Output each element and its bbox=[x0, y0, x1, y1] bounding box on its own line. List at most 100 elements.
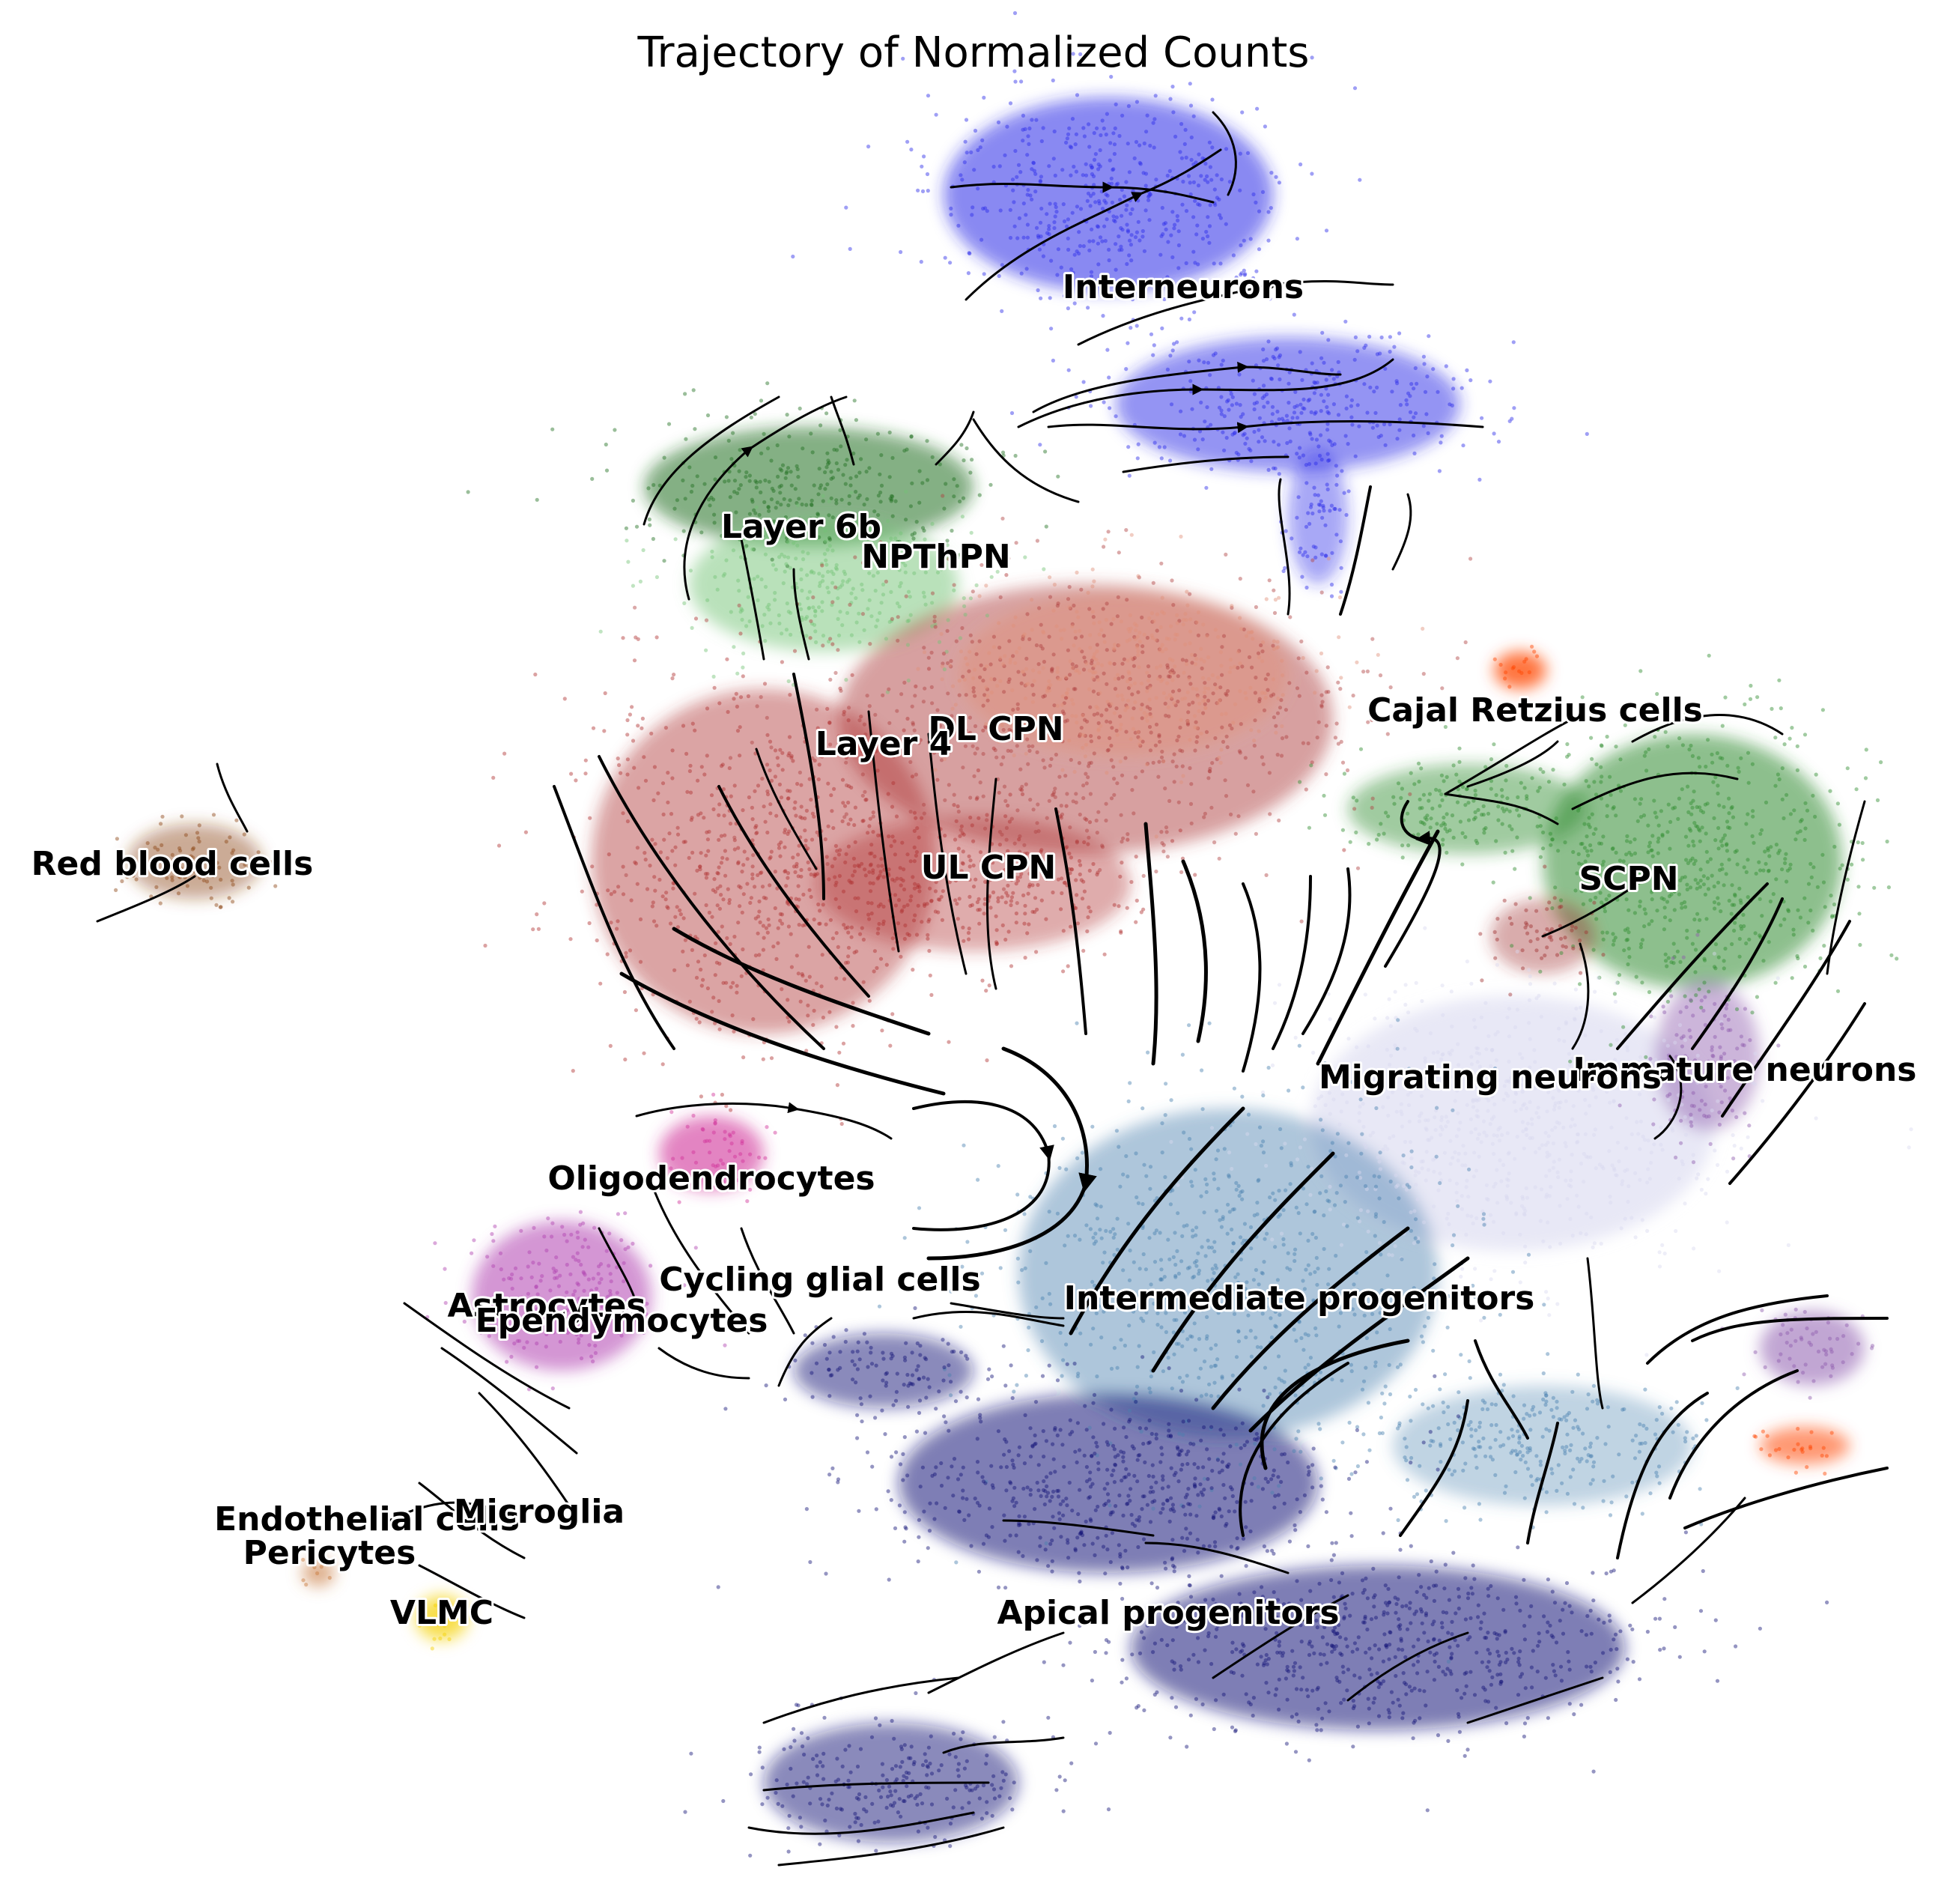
cell-point bbox=[1110, 181, 1114, 186]
cell-point bbox=[1108, 736, 1112, 741]
cell-point bbox=[921, 590, 926, 595]
cell-point bbox=[849, 935, 854, 939]
cell-point bbox=[1137, 143, 1142, 148]
cell-point bbox=[930, 601, 935, 605]
cell-point bbox=[920, 816, 924, 820]
cell-point bbox=[1230, 1166, 1234, 1171]
cell-point bbox=[1182, 434, 1186, 438]
cell-point bbox=[1784, 852, 1788, 856]
cell-point bbox=[1045, 212, 1049, 216]
cell-point bbox=[762, 500, 767, 505]
cell-point bbox=[1706, 887, 1711, 891]
cell-point bbox=[1694, 993, 1698, 998]
cell-point bbox=[491, 775, 496, 780]
cell-point bbox=[1078, 732, 1083, 737]
cell-point bbox=[1047, 798, 1051, 803]
cell-point bbox=[740, 870, 744, 874]
cell-point bbox=[1066, 247, 1071, 252]
cell-point bbox=[1143, 172, 1149, 176]
cell-point bbox=[728, 495, 732, 500]
cell-point bbox=[1097, 632, 1102, 637]
cell-point bbox=[1019, 271, 1024, 276]
cell-point bbox=[648, 523, 652, 527]
cell-point bbox=[625, 539, 629, 543]
cell-point bbox=[863, 867, 867, 872]
cell-point bbox=[800, 971, 804, 977]
cell-point bbox=[1316, 503, 1321, 507]
cell-point bbox=[1589, 1215, 1594, 1219]
cell-point bbox=[1474, 1168, 1479, 1173]
cell-point bbox=[946, 618, 950, 622]
cell-point bbox=[1104, 618, 1108, 622]
cell-point bbox=[1361, 1102, 1365, 1106]
cell-point bbox=[909, 434, 914, 439]
cell-point bbox=[1200, 676, 1206, 680]
cell-point bbox=[869, 614, 874, 619]
cell-point bbox=[1751, 814, 1755, 819]
cell-point bbox=[1364, 343, 1368, 348]
cell-point bbox=[1376, 832, 1381, 837]
cell-point bbox=[1254, 200, 1258, 204]
cell-point bbox=[804, 634, 809, 638]
cell-point bbox=[785, 470, 789, 474]
cell-point bbox=[1196, 262, 1200, 267]
cell-point bbox=[909, 148, 914, 152]
cell-point bbox=[999, 762, 1003, 767]
cell-point bbox=[1178, 150, 1182, 154]
cell-point bbox=[830, 864, 835, 869]
region-scpn bbox=[1543, 734, 1842, 989]
cell-point bbox=[1160, 595, 1164, 600]
cell-point bbox=[962, 604, 967, 609]
cell-point bbox=[1260, 659, 1265, 664]
cell-point bbox=[738, 483, 743, 488]
cell-point bbox=[1301, 453, 1305, 458]
cell-point bbox=[833, 843, 838, 848]
cell-point bbox=[759, 577, 764, 582]
cell-point bbox=[878, 956, 884, 961]
cell-point bbox=[712, 521, 717, 525]
cell-point bbox=[1185, 722, 1190, 727]
cell-point bbox=[1298, 546, 1303, 551]
cell-point bbox=[784, 471, 789, 476]
cell-point bbox=[1134, 139, 1139, 145]
cell-point bbox=[1188, 192, 1193, 197]
cell-point bbox=[932, 619, 937, 624]
cell-point bbox=[1683, 994, 1687, 998]
cell-point bbox=[1423, 816, 1427, 820]
cell-point bbox=[709, 793, 714, 798]
cell-point bbox=[1734, 849, 1739, 853]
cell-point bbox=[1600, 774, 1604, 779]
cell-point bbox=[1254, 831, 1258, 836]
cell-point bbox=[780, 912, 784, 917]
cell-point bbox=[1089, 734, 1093, 739]
cell-point bbox=[994, 755, 999, 760]
cell-point bbox=[1534, 1150, 1538, 1154]
cell-point bbox=[875, 527, 881, 531]
cell-point bbox=[890, 619, 894, 623]
cell-point bbox=[1143, 208, 1148, 213]
cell-point bbox=[911, 968, 915, 972]
cell-point bbox=[1127, 253, 1132, 258]
cell-point bbox=[1594, 827, 1598, 831]
cell-point bbox=[1339, 589, 1343, 594]
cell-point bbox=[765, 381, 770, 386]
cell-point bbox=[1563, 936, 1567, 940]
cell-point bbox=[908, 595, 912, 599]
cell-point bbox=[813, 609, 818, 614]
cell-point bbox=[1266, 400, 1270, 405]
cell-point bbox=[1251, 192, 1256, 197]
cell-point bbox=[1096, 870, 1100, 875]
cell-point bbox=[695, 474, 699, 479]
cell-point bbox=[773, 774, 777, 779]
cell-point bbox=[1129, 326, 1133, 330]
cell-point bbox=[1312, 391, 1316, 395]
cell-point bbox=[809, 619, 813, 623]
cell-point bbox=[718, 884, 723, 888]
cell-point bbox=[1680, 743, 1685, 748]
cell-point bbox=[1241, 412, 1245, 416]
cell-point bbox=[1466, 1195, 1471, 1199]
cell-point bbox=[868, 852, 872, 856]
cell-point bbox=[1248, 237, 1253, 241]
cell-point bbox=[1295, 515, 1299, 520]
cell-point bbox=[1358, 747, 1364, 751]
